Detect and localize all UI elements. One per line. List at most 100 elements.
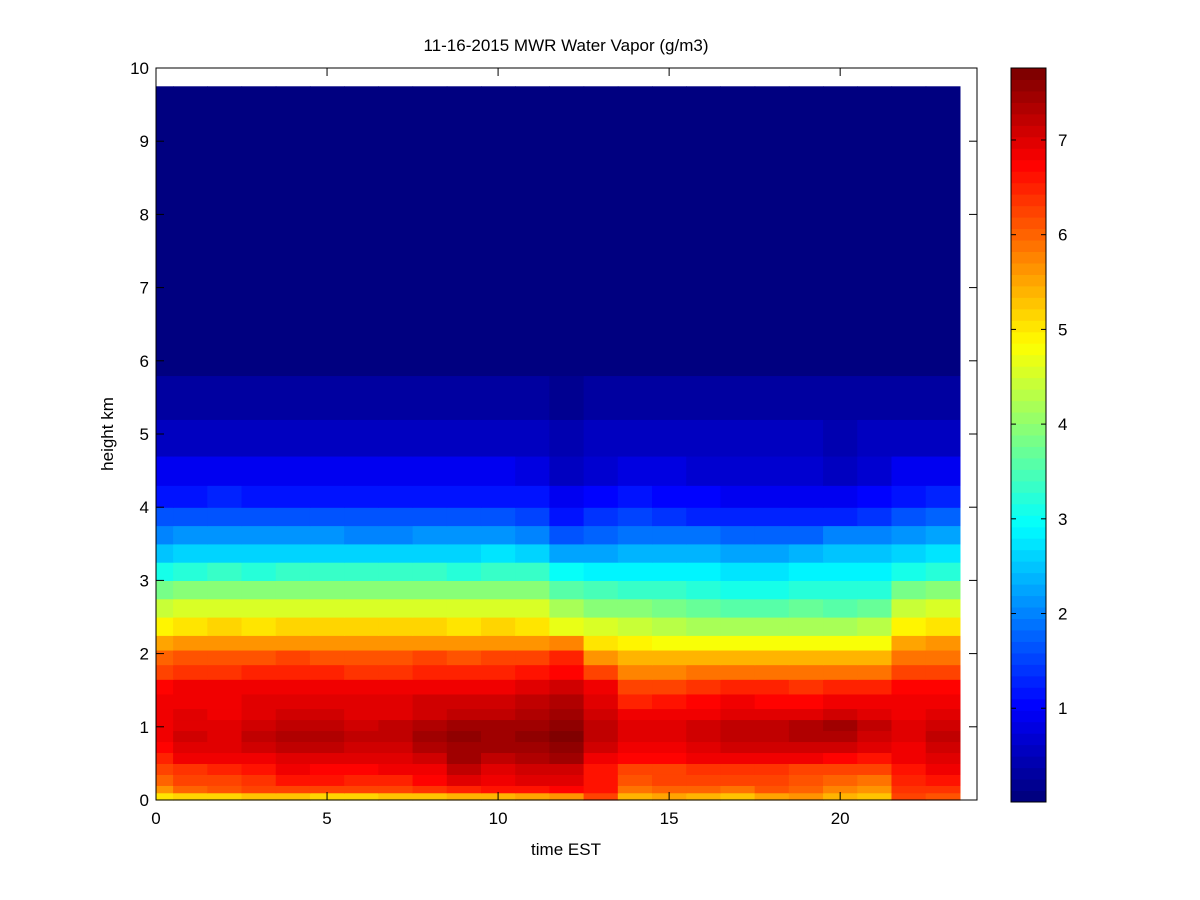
colorbar-box	[1010, 67, 1047, 803]
heatmap-cell	[857, 785, 893, 794]
heatmap-cell	[720, 752, 756, 764]
heatmap-cell	[925, 635, 961, 651]
heatmap-cell	[309, 719, 345, 732]
heatmap-cell	[275, 507, 311, 527]
heatmap-cell	[686, 419, 722, 457]
heatmap-cell	[720, 774, 756, 786]
heatmap-cell	[857, 617, 893, 636]
heatmap-cell	[754, 708, 790, 721]
colorbar-swatch	[1011, 343, 1046, 356]
heatmap-cell	[788, 86, 824, 377]
y-tick-label: 2	[140, 645, 149, 664]
heatmap-cell	[275, 730, 311, 743]
heatmap-cell	[754, 679, 790, 695]
heatmap-cell	[515, 635, 550, 651]
heatmap-cell	[344, 598, 379, 618]
heatmap-cell	[686, 598, 722, 618]
heatmap-cell	[241, 598, 277, 618]
heatmap-cell	[652, 635, 687, 651]
heatmap-cell	[891, 708, 927, 721]
heatmap-cell	[207, 598, 243, 618]
colorbar-swatch	[1011, 549, 1046, 562]
heatmap-cell	[720, 507, 756, 527]
heatmap-cell	[583, 485, 619, 508]
heatmap-cell	[925, 419, 961, 457]
heatmap-cell	[344, 580, 379, 600]
heatmap-cell	[788, 679, 824, 695]
heatmap-cell	[925, 774, 961, 786]
heatmap-cell	[617, 598, 653, 618]
heatmap-cell	[754, 752, 790, 764]
heatmap-cell	[412, 792, 448, 801]
heatmap-cell	[720, 617, 756, 636]
heatmap-cell	[173, 719, 208, 732]
heatmap-cell	[275, 543, 311, 563]
heatmap-cell	[823, 664, 858, 680]
heatmap-cell	[344, 730, 379, 743]
heatmap-cell	[891, 679, 927, 695]
heatmap-cell	[583, 580, 619, 600]
heatmap-cell	[515, 792, 550, 801]
colorbar-swatch	[1011, 182, 1046, 195]
heatmap-cell	[309, 485, 345, 508]
heatmap-cell	[207, 485, 243, 508]
heatmap-cell	[378, 785, 414, 794]
heatmap-cell	[652, 455, 687, 486]
heatmap-cell	[446, 617, 482, 636]
heatmap-cell	[207, 792, 243, 801]
heatmap-cell	[823, 598, 858, 618]
heatmap-cell	[515, 693, 550, 710]
heatmap-cell	[583, 741, 619, 754]
heatmap-cell	[378, 792, 414, 801]
colorbar-swatch	[1011, 320, 1046, 333]
heatmap-cell	[686, 730, 722, 743]
heatmap-cell	[309, 617, 345, 636]
heatmap-cell	[652, 708, 687, 721]
heatmap-cell	[480, 679, 516, 695]
heatmap-cell	[617, 86, 653, 377]
heatmap-cell	[891, 741, 927, 754]
heatmap-cell	[823, 635, 858, 651]
heatmap-cell	[857, 580, 893, 600]
heatmap-cell	[173, 617, 208, 636]
heatmap-cell	[686, 693, 722, 710]
heatmap-cell	[891, 86, 927, 377]
heatmap-cell	[275, 598, 311, 618]
heatmap-cell	[652, 693, 687, 710]
heatmap-cell	[788, 763, 824, 775]
heatmap-cell	[156, 375, 174, 420]
heatmap-cell	[378, 507, 414, 527]
heatmap-cell	[173, 774, 208, 786]
heatmap-cell	[480, 785, 516, 794]
heatmap-cell	[173, 543, 208, 563]
heatmap-cell	[823, 719, 858, 732]
colorbar-swatch	[1011, 618, 1046, 631]
heatmap-cell	[241, 752, 277, 764]
heatmap-cell	[344, 375, 379, 420]
heatmap-cell	[823, 763, 858, 775]
heatmap-cell	[652, 785, 687, 794]
heatmap-cell	[275, 525, 311, 545]
heatmap-cell	[686, 562, 722, 581]
colorbar-swatch	[1011, 240, 1046, 252]
heatmap-cell	[241, 580, 277, 600]
colorbar-tick-label: 4	[1058, 415, 1067, 434]
colorbar-swatch	[1011, 492, 1046, 505]
heatmap-cell	[378, 617, 414, 636]
heatmap-cell	[515, 708, 550, 721]
heatmap-cell	[309, 763, 345, 775]
heatmap-cell	[823, 649, 858, 666]
heatmap-cell	[857, 86, 893, 377]
heatmap-cell	[652, 649, 687, 666]
heatmap-cell	[720, 792, 756, 801]
heatmap-cell	[412, 664, 448, 680]
heatmap-cell	[344, 752, 379, 764]
heatmap-cell	[652, 664, 687, 680]
heatmap-cell	[891, 525, 927, 545]
heatmap-cell	[412, 763, 448, 775]
heatmap-cell	[925, 598, 961, 618]
heatmap-cell	[241, 543, 277, 563]
colorbar-swatch	[1011, 584, 1046, 597]
heatmap-cell	[480, 543, 516, 563]
heatmap-cell	[617, 792, 653, 801]
